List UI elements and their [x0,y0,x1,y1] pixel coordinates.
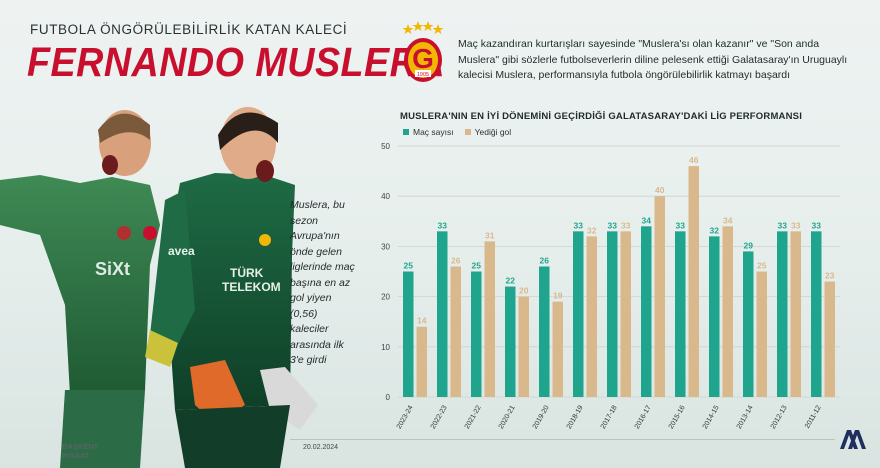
bar-matches [709,236,720,397]
bar-matches [641,226,652,397]
chart-legend: Maç sayısı Yediği gol [403,127,511,137]
x-tick-label: 2020-21 [498,404,517,430]
legend-swatch-goals [464,129,471,135]
data-label-matches: 32 [710,225,720,235]
x-tick-label: 2018-19 [566,404,585,430]
bar-goals [518,296,529,397]
svg-text:TELEKOM: TELEKOM [222,280,281,294]
data-label-goals: 23 [825,271,835,281]
data-label-goals: 31 [485,230,495,240]
x-tick-label: 2011-12 [804,404,823,429]
x-tick-label: 2019-20 [532,404,551,430]
data-label-matches: 25 [404,261,414,271]
bar-goals [484,241,495,397]
bar-goals [586,236,597,397]
y-tick-label: 30 [381,242,390,251]
x-tick-label: 2016-17 [634,404,653,430]
side-note: Muslera, bu sezon Avrupa'nın önde gelen … [290,199,355,366]
y-tick-label: 40 [381,192,390,201]
legend-label-matches: Maç sayısı [413,127,454,137]
data-label-matches: 22 [506,276,516,286]
player-illustration: SiXt TÜRK TELEKOM avea [0,107,318,468]
bar-matches [403,271,414,397]
bar-goals [552,301,563,397]
data-label-matches: 26 [540,255,550,265]
x-tick-label: 2015-16 [668,404,687,430]
bar-matches [471,271,482,397]
bar-goals [416,326,427,397]
svg-text:G: G [412,43,434,74]
bar-goals [756,271,767,397]
bar-matches [607,231,618,397]
logo-year: 1905 [417,72,429,78]
bar-matches [811,231,822,397]
data-label-goals: 19 [553,291,563,301]
publish-date: 20.02.2024 [303,444,339,451]
data-label-goals: 40 [655,185,665,195]
x-tick-label: 2013-14 [736,404,755,430]
y-tick-label: 0 [386,393,391,402]
bar-matches [539,266,550,397]
page-title: FERNANDO MUSLERA [27,39,446,85]
x-tick-label: 2017-18 [600,404,619,430]
data-label-matches: 33 [812,220,822,230]
x-tick-label: 2022-23 [430,404,449,430]
svg-text:TÜRK: TÜRK [230,265,264,280]
bar-matches [573,231,584,397]
bar-goals [654,196,665,397]
legend-item-goals: Yediği gol [464,127,512,137]
svg-text:avea: avea [168,244,195,258]
bar-matches [675,231,686,397]
data-label-goals: 33 [621,220,631,230]
footer-divider [290,439,835,440]
data-label-goals: 20 [519,286,529,296]
bar-chart: 0102030405025142023-2433262022-232531202… [381,142,840,430]
bar-goals [688,166,699,397]
data-label-matches: 25 [472,261,482,271]
data-label-goals: 34 [723,215,733,225]
data-label-goals: 33 [791,220,801,230]
legend-label-goals: Yediği gol [474,127,512,137]
legend-swatch-matches [403,129,409,135]
data-label-matches: 33 [438,220,448,230]
x-tick-label: 2023-24 [396,404,415,430]
x-tick-label: 2014-15 [702,404,721,430]
data-label-matches: 29 [744,240,754,250]
bar-matches [505,286,516,397]
y-tick-label: 50 [381,142,390,151]
chart-bars [403,166,835,397]
bar-matches [777,231,788,397]
data-label-matches: 33 [574,220,584,230]
supertitle: FUTBOLA ÖNGÖRÜLEBİLİRLİK KATAN KALECİ [30,22,348,37]
data-label-goals: 25 [757,261,767,271]
y-tick-label: 10 [381,343,390,352]
bar-goals [450,266,461,397]
sponsor-logo: BAŞKENT İNŞAAT [62,442,99,460]
svg-text:SiXt: SiXt [95,259,130,279]
data-label-goals: 26 [451,255,461,265]
bar-goals [824,281,835,397]
bar-goals [790,231,801,397]
x-tick-label: 2012-13 [770,404,789,430]
bar-goals [620,231,631,397]
data-label-matches: 33 [608,220,618,230]
data-label-matches: 34 [642,215,652,225]
data-label-goals: 14 [417,316,427,326]
galatasaray-crest-icon: G 1905 [402,21,444,82]
chart-grid [398,145,840,398]
x-tick-label: 2021-22 [464,404,483,430]
y-tick-label: 20 [381,293,390,302]
chart-title: MUSLERA'NIN EN İYİ DÖNEMİNİ GEÇİRDİĞİ GA… [400,111,803,122]
aa-logo-icon [840,430,866,449]
data-label-matches: 33 [778,220,788,230]
data-label-goals: 32 [587,225,597,235]
bar-matches [437,231,448,397]
intro-text: Maç kazandıran kurtarışları sayesinde "M… [458,38,848,81]
data-label-matches: 33 [676,220,686,230]
data-label-goals: 46 [689,155,699,165]
bar-matches [743,251,754,397]
bar-goals [722,226,733,397]
legend-item-matches: Maç sayısı [403,127,454,137]
